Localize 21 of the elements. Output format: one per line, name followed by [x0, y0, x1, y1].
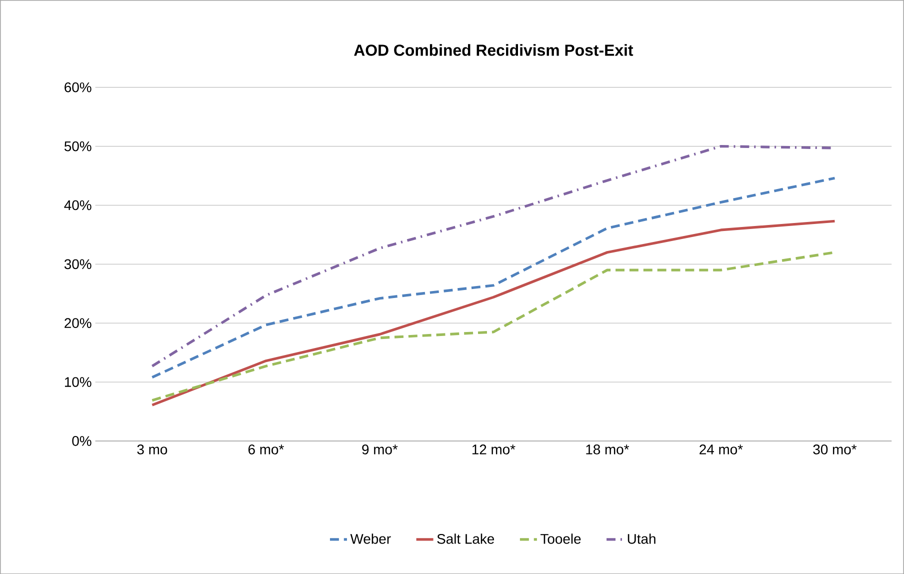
x-tick-label: 12 mo*: [472, 444, 516, 454]
legend-label: Tooele: [540, 533, 581, 544]
y-tick-label: 40%: [64, 200, 92, 210]
y-tick-label: 30%: [64, 259, 92, 269]
y-tick-label: 50%: [64, 141, 92, 152]
x-tick-label: 9 mo*: [362, 444, 398, 454]
y-tick-label: 10%: [64, 376, 92, 387]
x-tick-label: 30 mo*: [813, 444, 857, 454]
x-tick-label: 6 mo*: [248, 444, 284, 454]
line-series: [150, 176, 836, 378]
y-tick-label: 60%: [64, 82, 92, 92]
legend-label: Weber: [350, 533, 391, 544]
line-series: [150, 220, 836, 406]
legend-label: Salt Lake: [437, 533, 494, 544]
x-tick-label: 24 mo*: [700, 444, 743, 454]
y-tick-label: 0%: [72, 436, 92, 446]
y-tick-label: 20%: [64, 318, 92, 328]
chart-title: AOD Combined Recidivism Post-Exit: [354, 44, 634, 56]
x-tick-label: 3 mo: [137, 444, 168, 454]
legend-label: Utah: [628, 533, 656, 544]
x-tick-label: 18 mo*: [586, 444, 630, 454]
